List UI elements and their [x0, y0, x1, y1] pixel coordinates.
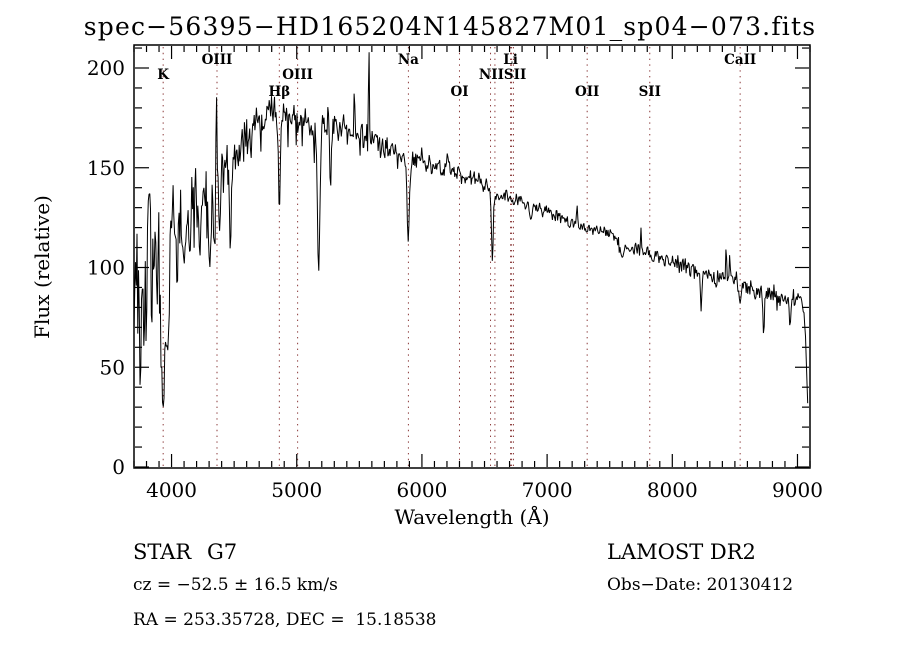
- spectral-line-label: OIII: [282, 67, 313, 83]
- plot-axes: [133, 44, 811, 469]
- spectrum-trace: [133, 52, 809, 407]
- x-tick-label: 9000: [772, 478, 823, 502]
- y-tick-label: 150: [87, 156, 125, 180]
- y-tick-label: 0: [112, 455, 125, 479]
- plot-frame: [133, 44, 811, 469]
- spectrum-flux-curve: [133, 52, 809, 407]
- spectral-line-label: Na: [398, 52, 419, 68]
- x-tick-label: 6000: [396, 478, 447, 502]
- cz-value-label: cz = −52.5 ± 16.5 km/s: [133, 575, 338, 595]
- spectral-line-label: OIII: [202, 52, 233, 68]
- object-class-label: STAR: [133, 540, 192, 564]
- spectral-line-label: Hβ: [268, 84, 290, 100]
- object-subclass-label: G7: [207, 540, 238, 564]
- x-axis-title: Wavelength (Å): [394, 505, 550, 529]
- x-tick-label: 7000: [522, 478, 573, 502]
- spectral-line-label: SII: [639, 84, 661, 100]
- spectral-line-label: NIISII: [479, 67, 526, 83]
- tick-labels: 4000 5000 6000 7000 8000 9000 0 50 100 150 200: [87, 56, 823, 502]
- plot-title: spec−56395−HD165204N145827M01_sp04−073.f…: [83, 12, 817, 41]
- ra-dec-label: RA = 253.35728, DEC = 15.18538: [133, 610, 437, 630]
- spectral-line-label: K: [157, 67, 170, 83]
- x-tick-label: 5000: [271, 478, 322, 502]
- survey-label: LAMOST DR2: [607, 540, 756, 564]
- x-tick-label: 4000: [146, 478, 197, 502]
- y-tick-label: 50: [100, 355, 125, 379]
- spectral-line-label: OII: [575, 84, 599, 100]
- spectral-line-label: Li: [503, 52, 518, 68]
- spectral-line-label: OI: [450, 84, 468, 100]
- obs-date-label: Obs−Date: 20130412: [607, 575, 794, 595]
- spectral-line-label: CaII: [724, 52, 756, 68]
- y-tick-label: 100: [87, 256, 125, 280]
- y-tick-label: 200: [87, 56, 125, 80]
- x-tick-label: 8000: [647, 478, 698, 502]
